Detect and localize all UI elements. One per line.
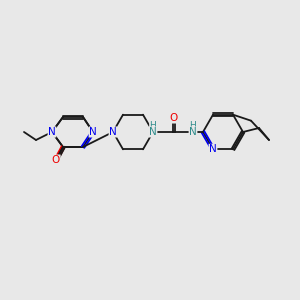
Text: N: N: [189, 127, 197, 137]
Text: H: H: [150, 121, 156, 130]
Text: O: O: [52, 155, 60, 165]
Text: N: N: [109, 127, 117, 137]
Text: N: N: [89, 127, 97, 137]
Text: N: N: [209, 144, 217, 154]
Text: H: H: [190, 121, 196, 130]
Text: N: N: [48, 127, 56, 137]
Text: O: O: [169, 113, 177, 123]
Text: N: N: [149, 127, 157, 137]
